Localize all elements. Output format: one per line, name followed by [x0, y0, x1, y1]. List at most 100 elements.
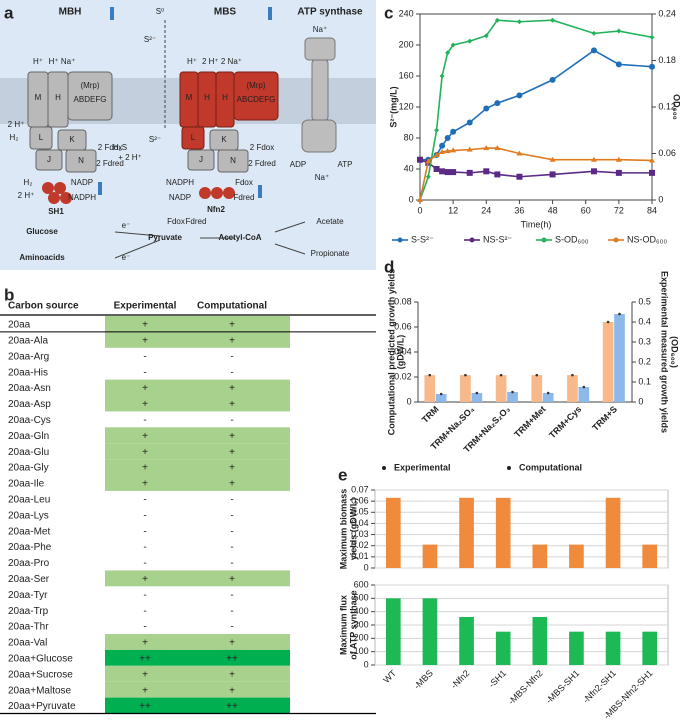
point	[466, 119, 473, 126]
diagram-label: H⁺	[187, 57, 197, 66]
axis-label: S²⁻(mg/L)	[388, 86, 398, 127]
legend-marker	[507, 466, 511, 470]
point	[494, 100, 501, 107]
point	[591, 156, 597, 162]
table-cell: +	[142, 638, 148, 649]
table-header: Carbon source	[8, 301, 79, 312]
table-cell: -	[143, 351, 146, 362]
table-cell-fill	[105, 681, 290, 698]
table-cell: -	[230, 510, 233, 521]
tick-label: 0	[658, 194, 663, 204]
tick-label: 84	[647, 205, 657, 215]
point	[466, 169, 473, 176]
axis-label: of ATP synthase	[348, 590, 358, 659]
diagram-label: H	[55, 93, 61, 102]
table-cell: -	[143, 558, 146, 569]
table-cell: 20aa-Trp	[8, 606, 49, 617]
point	[425, 174, 431, 180]
diagram-label: L	[191, 133, 196, 142]
diagram-label: + 2 H⁺	[118, 153, 142, 162]
diagram-label: Aminoacids	[19, 253, 65, 262]
tick-label: 0	[409, 194, 414, 204]
series-line	[419, 19, 653, 201]
tick-label: 0.04	[351, 518, 369, 528]
table-cell: -	[143, 367, 146, 378]
tick-label: 0	[364, 562, 369, 572]
legend-label: S-S²⁻	[411, 234, 434, 244]
bar-dot	[475, 391, 479, 395]
legend-label: NS-OD₆₀₀	[627, 234, 667, 244]
point	[615, 169, 622, 176]
table-cell: 20aa-Ser	[8, 574, 50, 585]
bar	[642, 544, 658, 568]
table-cell: +	[142, 669, 148, 680]
table-cell: -	[143, 590, 146, 601]
point	[439, 168, 446, 175]
tick-label: 240	[399, 8, 414, 18]
diagram-label: Acetyl-CoA	[218, 233, 261, 242]
diagram-label: N	[230, 156, 236, 165]
bar-dot	[618, 312, 621, 316]
mbh	[27, 71, 113, 173]
table-cell: +	[229, 574, 235, 585]
tick-label: 0.04	[394, 346, 412, 356]
bar	[569, 631, 584, 665]
table-cell: 20aa-Gly	[8, 463, 49, 474]
table-cell-fill	[105, 443, 290, 460]
bar-dot	[535, 373, 539, 377]
table-header: Computational	[197, 301, 267, 312]
bar	[614, 314, 625, 402]
table-cell: -	[230, 526, 233, 537]
diagram-label: S²⁻	[144, 35, 156, 44]
point	[439, 148, 446, 154]
point	[439, 142, 446, 149]
diagram-label: ATP synthase	[297, 7, 363, 18]
tick-label: 0	[364, 659, 369, 669]
table-cell: +	[229, 685, 235, 696]
diagram-label: Glucose	[26, 227, 58, 236]
diagram-label: ABDEFG	[74, 95, 107, 104]
table-cell: 20aa+Pyruvate	[8, 701, 76, 712]
diagram-label: NADPH	[68, 193, 96, 202]
table-cell: 20aa-Ala	[8, 335, 48, 346]
bar	[495, 375, 507, 402]
legend-label: Experimental	[394, 462, 451, 472]
diagram-label: (Mrp)	[246, 81, 265, 90]
bar	[471, 393, 483, 402]
diagram-label: 2 H⁺ 2 Na⁺	[202, 57, 242, 66]
point	[417, 156, 423, 163]
bar	[569, 544, 584, 568]
bar	[605, 497, 621, 568]
table-cell: +	[229, 335, 235, 346]
diagram-label: L	[39, 133, 44, 142]
axis-label: TRM+Met	[512, 404, 548, 440]
tick-label: 0.24	[658, 8, 676, 18]
mbs-lower	[187, 129, 249, 173]
table-cell: 20aa-Asn	[8, 383, 51, 394]
legend-marker	[469, 237, 475, 243]
point	[649, 34, 655, 40]
table-cell: 20aa-Phe	[8, 542, 52, 553]
point	[483, 33, 489, 39]
diagram-label: K	[221, 135, 227, 144]
tick-label: 300	[354, 619, 369, 629]
diagram-label: MBS	[214, 7, 237, 18]
table-cell: -	[143, 542, 146, 553]
table-cell: +	[229, 399, 235, 410]
diagram-label: S²⁻	[149, 135, 161, 144]
table-cell: +	[229, 447, 235, 458]
tick-label: 120	[399, 101, 414, 111]
diagram-label: Na⁺	[313, 25, 327, 34]
table-cell: -	[230, 558, 233, 569]
axis-label: Maximum flux	[338, 595, 348, 655]
bar	[602, 322, 614, 402]
bar-dot	[546, 391, 550, 395]
legend-marker	[613, 237, 619, 243]
table-cell: -	[143, 622, 146, 633]
diagram-label: 2 Fdox	[98, 143, 122, 152]
panel-label: c	[384, 3, 393, 22]
tick-label: 40	[404, 163, 414, 173]
table-cell: 20aa-Arg	[8, 351, 49, 362]
table-cell-fill	[105, 379, 290, 396]
bar-dot	[606, 320, 610, 324]
